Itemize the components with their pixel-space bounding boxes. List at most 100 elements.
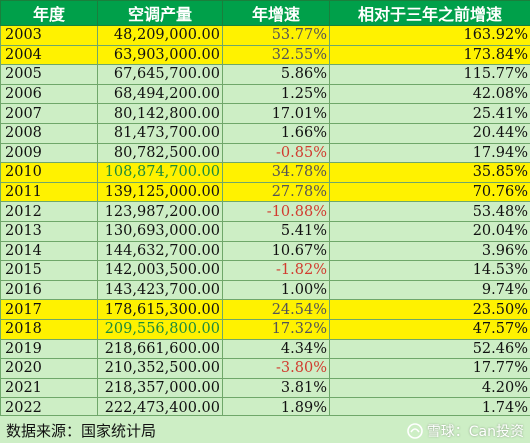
output-cell: 81,473,700.00 xyxy=(97,122,223,144)
table-row: 2012 123,987,200.00 -10.88% 53.48% xyxy=(0,201,530,222)
table-row: 2011 139,125,000.00 27.78% 70.76% xyxy=(0,181,530,203)
vs-three-years-cell: 53.48% xyxy=(329,201,530,222)
vs-three-years-cell: 17.94% xyxy=(329,142,530,164)
year-cell: 2008 xyxy=(0,122,98,144)
table-row: 2003 48,209,000.00 53.77% 163.92% xyxy=(0,25,530,46)
yoy-cell: -1.82% xyxy=(222,260,330,281)
yoy-cell: 5.41% xyxy=(222,220,330,242)
output-cell: 210,352,500.00 xyxy=(97,358,223,379)
table-row: 2019 218,661,600.00 4.34% 52.46% xyxy=(0,338,530,360)
year-cell: 2004 xyxy=(0,44,98,66)
vs-three-years-cell: 20.44% xyxy=(329,122,530,144)
output-cell: 48,209,000.00 xyxy=(97,25,223,46)
yoy-cell: 5.86% xyxy=(222,64,330,85)
header-output: 空调产量 xyxy=(97,0,223,26)
output-cell: 108,874,700.00 xyxy=(97,162,223,183)
year-cell: 2013 xyxy=(0,220,98,242)
yoy-cell: -10.88% xyxy=(222,201,330,222)
vs-three-years-cell: 14.53% xyxy=(329,260,530,281)
table-row: 2005 67,645,700.00 5.86% 115.77% xyxy=(0,64,530,85)
yoy-cell: 4.34% xyxy=(222,338,330,360)
footer-bar: 数据来源：国家统计局 雪球：Can投资 xyxy=(0,415,530,443)
table-row: 2015 142,003,500.00 -1.82% 14.53% xyxy=(0,260,530,281)
data-source-label: 数据来源：国家统计局 xyxy=(6,422,157,440)
vs-three-years-cell: 9.74% xyxy=(329,279,530,301)
table-row: 2006 68,494,200.00 1.25% 42.08% xyxy=(0,83,530,105)
year-cell: 2014 xyxy=(0,240,98,262)
output-cell: 144,632,700.00 xyxy=(97,240,223,262)
output-cell: 80,782,500.00 xyxy=(97,142,223,164)
output-cell: 67,645,700.00 xyxy=(97,64,223,85)
table-row: 2013 130,693,000.00 5.41% 20.04% xyxy=(0,220,530,242)
year-cell: 2020 xyxy=(0,358,98,379)
vs-three-years-cell: 35.85% xyxy=(329,162,530,183)
output-cell: 80,142,800.00 xyxy=(97,103,223,124)
yoy-cell: 1.66% xyxy=(222,122,330,144)
vs-three-years-cell: 23.50% xyxy=(329,299,530,320)
vs-three-years-cell: 173.84% xyxy=(329,44,530,66)
year-cell: 2016 xyxy=(0,279,98,301)
output-cell: 178,615,300.00 xyxy=(97,299,223,320)
output-cell: 218,357,000.00 xyxy=(97,377,223,399)
output-cell: 218,661,600.00 xyxy=(97,338,223,360)
header-year: 年度 xyxy=(0,0,98,26)
table-row: 2009 80,782,500.00 -0.85% 17.94% xyxy=(0,142,530,164)
year-cell: 2018 xyxy=(0,318,98,340)
yoy-cell: 17.32% xyxy=(222,318,330,340)
watermark-text: 雪球：Can投资 xyxy=(426,424,524,440)
year-cell: 2012 xyxy=(0,201,98,222)
year-cell: 2019 xyxy=(0,338,98,360)
table-row: 2020 210,352,500.00 -3.80% 17.77% xyxy=(0,358,530,379)
yoy-cell: -0.85% xyxy=(222,142,330,164)
header-vs-three-years: 相对于三年之前增速 xyxy=(329,0,530,26)
yoy-cell: 1.25% xyxy=(222,83,330,105)
year-cell: 2005 xyxy=(0,64,98,85)
output-cell: 143,423,700.00 xyxy=(97,279,223,301)
header-yoy: 年增速 xyxy=(222,0,330,26)
table-row: 2014 144,632,700.00 10.67% 3.96% xyxy=(0,240,530,262)
year-cell: 2003 xyxy=(0,25,98,46)
yoy-cell: 24.54% xyxy=(222,299,330,320)
year-cell: 2010 xyxy=(0,162,98,183)
table-row: 2022 222,473,400.00 1.89% 1.74% xyxy=(0,397,530,418)
year-cell: 2022 xyxy=(0,397,98,418)
vs-three-years-cell: 3.96% xyxy=(329,240,530,262)
table-row: 2016 143,423,700.00 1.00% 9.74% xyxy=(0,279,530,301)
vs-three-years-cell: 17.77% xyxy=(329,358,530,379)
table-row: 2004 63,903,000.00 32.55% 173.84% xyxy=(0,44,530,66)
yoy-cell: 32.55% xyxy=(222,44,330,66)
vs-three-years-cell: 20.04% xyxy=(329,220,530,242)
yoy-cell: 53.77% xyxy=(222,25,330,46)
yoy-cell: -3.80% xyxy=(222,358,330,379)
table-row: 2017 178,615,300.00 24.54% 23.50% xyxy=(0,299,530,320)
output-cell: 68,494,200.00 xyxy=(97,83,223,105)
year-cell: 2011 xyxy=(0,181,98,203)
vs-three-years-cell: 25.41% xyxy=(329,103,530,124)
year-cell: 2006 xyxy=(0,83,98,105)
table-body: 2003 48,209,000.00 53.77% 163.92% 2004 63,903… xyxy=(0,25,530,443)
year-cell: 2015 xyxy=(0,260,98,281)
year-cell: 2017 xyxy=(0,299,98,320)
snowball-logo-icon xyxy=(406,423,423,439)
output-cell: 139,125,000.00 xyxy=(97,181,223,203)
table-row: 2018 209,556,800.00 17.32% 47.57% xyxy=(0,318,530,340)
vs-three-years-cell: 163.92% xyxy=(329,25,530,46)
table-row: 2007 80,142,800.00 17.01% 25.41% xyxy=(0,103,530,124)
yoy-cell: 1.89% xyxy=(222,397,330,418)
vs-three-years-cell: 115.77% xyxy=(329,64,530,85)
output-cell: 209,556,800.00 xyxy=(97,318,223,340)
vs-three-years-cell: 52.46% xyxy=(329,338,530,360)
year-cell: 2007 xyxy=(0,103,98,124)
output-cell: 123,987,200.00 xyxy=(97,201,223,222)
watermark: 雪球：Can投资 xyxy=(406,421,524,441)
vs-three-years-cell: 70.76% xyxy=(329,181,530,203)
yoy-cell: 1.00% xyxy=(222,279,330,301)
header-row: 年度 空调产量 年增速 相对于三年之前增速 xyxy=(0,0,530,26)
output-cell: 142,003,500.00 xyxy=(97,260,223,281)
vs-three-years-cell: 4.20% xyxy=(329,377,530,399)
yoy-cell: 34.78% xyxy=(222,162,330,183)
output-cell: 63,903,000.00 xyxy=(97,44,223,66)
yoy-cell: 27.78% xyxy=(222,181,330,203)
